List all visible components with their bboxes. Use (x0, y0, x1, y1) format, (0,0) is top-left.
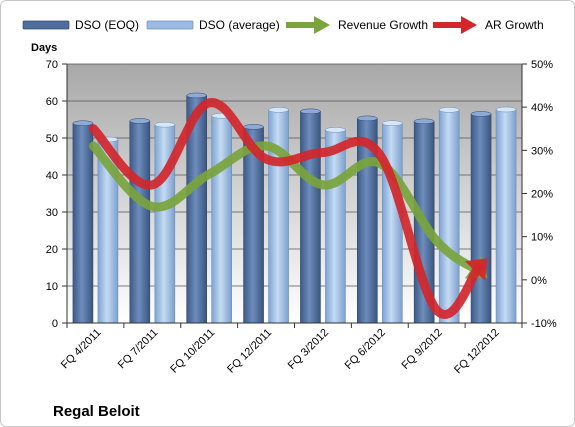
y-tick-label: 0 (52, 318, 58, 330)
legend-label: DSO (EOQ) (75, 18, 139, 32)
legend-swatch (22, 20, 70, 30)
legend-item-ar-growth: AR Growth (433, 16, 544, 34)
bar-body (72, 122, 94, 324)
bar-cap (186, 92, 207, 99)
bar-body (470, 113, 492, 324)
bar-dso-eoq (243, 124, 264, 324)
bar-body (495, 109, 517, 324)
bar-body (325, 129, 346, 324)
bar-body (211, 115, 232, 324)
bar-cap (129, 118, 151, 124)
x-tick-label: FQ 7/2011 (116, 327, 161, 372)
legend-swatch (146, 20, 194, 30)
legend: DSO (EOQ) DSO (average) Revenue Growth AR G… (22, 16, 544, 34)
bar-dso-eoq (357, 115, 378, 324)
x-tick-label: FQ 6/2012 (343, 327, 388, 372)
bar-dso-average (211, 113, 232, 324)
y-tick-label: 40 (46, 170, 58, 182)
bar-dso-eoq (72, 120, 94, 324)
x-tick-label: FQ 10/2011 (168, 327, 217, 376)
bar-dso-eoq (129, 118, 151, 324)
x-tick-label: FQ 12/2012 (452, 327, 502, 377)
line-path (88, 98, 484, 319)
line-ar-growth (88, 98, 488, 319)
bar-cap (154, 121, 176, 128)
bar-dso-average (382, 120, 403, 324)
bar-body (129, 120, 151, 324)
legend-label: AR Growth (485, 18, 544, 32)
x-tick-label: FQ 12/2011 (225, 327, 274, 376)
line-path (88, 141, 482, 275)
y-tick-label: 70 (46, 59, 58, 71)
y2-tick-label: 40% (531, 102, 553, 114)
bar-dso-eoq (300, 108, 321, 324)
chart-title: Regal Beloit (53, 403, 140, 420)
bar-body (268, 109, 289, 324)
bar-cap (495, 106, 517, 113)
bar-dso-average (268, 107, 289, 324)
y2-tick-label: 10% (531, 232, 553, 244)
bar-dso-average (154, 121, 176, 324)
bar-body (382, 122, 403, 324)
y2-tick-label: 30% (531, 145, 553, 157)
legend-swatch-arrow (461, 16, 477, 34)
x-tick-label: FQ 4/2011 (59, 327, 104, 372)
bar-body (438, 109, 460, 324)
legend-item-dso-average-: DSO (average) (146, 18, 280, 32)
y-tick-label: 50 (46, 133, 58, 145)
y-tick-label: 10 (46, 281, 58, 293)
bar-dso-average (438, 107, 460, 324)
bar-cap (325, 127, 346, 133)
bar-cap (470, 111, 492, 117)
bar-cap (268, 107, 289, 113)
bar-cap (382, 120, 403, 126)
bar-cap (357, 115, 378, 122)
bar-cap (413, 118, 435, 125)
legend-label: Revenue Growth (338, 18, 428, 32)
bar-cap (243, 124, 264, 130)
legend-swatch-arrow (314, 16, 330, 34)
bar-dso-average (495, 106, 517, 324)
bars (72, 92, 517, 324)
legend-item-revenue-growth: Revenue Growth (286, 16, 428, 34)
y-axis-title: Days (31, 42, 57, 54)
bar-cap (438, 107, 460, 113)
bar-cap (300, 108, 321, 115)
bar-dso-eoq (186, 92, 207, 324)
growth-lines (88, 98, 488, 319)
y2-tick-label: -10% (531, 318, 557, 330)
y2-tick-label: 20% (531, 189, 553, 201)
y2-tick-label: 50% (531, 59, 553, 71)
y-tick-label: 30 (46, 207, 58, 219)
bar-dso-average (325, 127, 346, 324)
bar-dso-eoq (470, 111, 492, 324)
bar-cap (72, 120, 94, 126)
x-tick-label: FQ 9/2012 (400, 327, 445, 372)
legend-label: DSO (average) (199, 18, 280, 32)
y2-tick-label: 0% (531, 275, 547, 287)
bar-body (300, 111, 321, 324)
x-tick-label: FQ 3/2012 (286, 327, 331, 372)
y-tick-label: 20 (46, 244, 58, 256)
y-tick-label: 60 (46, 96, 58, 108)
arrow-head (464, 258, 488, 281)
legend-item-dso-eoq-: DSO (EOQ) (22, 18, 139, 32)
